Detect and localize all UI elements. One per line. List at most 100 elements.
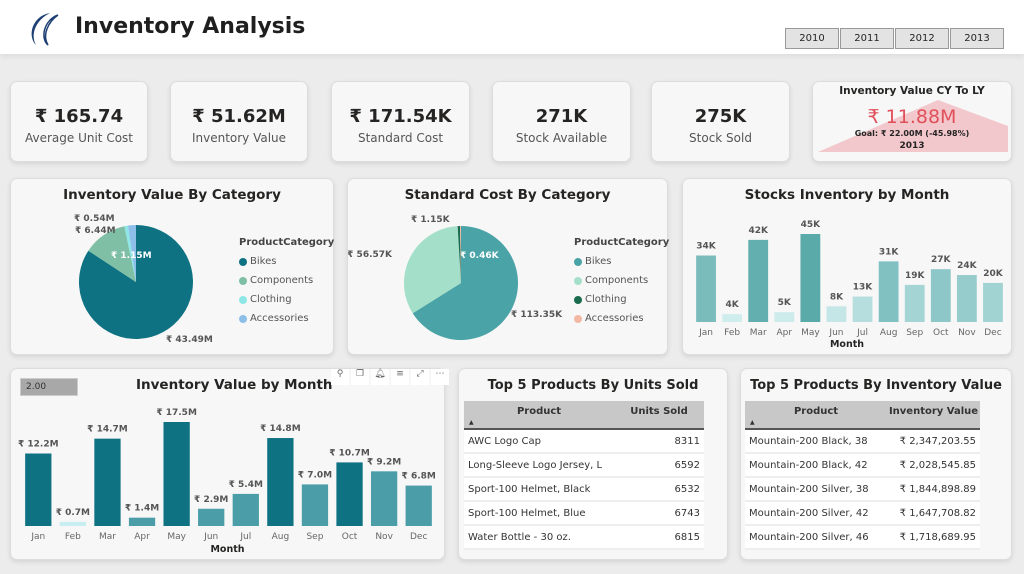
table-row[interactable]: Sport-100 Helmet, Blue 6743 <box>464 501 704 526</box>
table-row[interactable]: Mountain-200 Silver, 46 ₹ 1,718,689.95 <box>745 525 980 550</box>
chart-title: Standard Cost By Category <box>404 187 611 203</box>
pie-slice-accessories <box>460 226 461 283</box>
bar-jul <box>852 296 873 322</box>
kpi-label: Inventory Value <box>191 131 287 145</box>
goal-value: ₹ 11.88M <box>867 106 957 128</box>
slicer-input[interactable]: 2.00 <box>20 378 78 396</box>
legend-item-clothing[interactable]: Clothing <box>574 294 669 305</box>
bar-sep <box>904 284 925 322</box>
legend-item-components[interactable]: Components <box>239 275 334 286</box>
kpi-stock-sold: 275K Stock Sold <box>651 81 790 162</box>
bar-data-label: 31K <box>879 247 900 257</box>
x-tick-label: May <box>801 328 820 338</box>
table-row[interactable]: Mountain-200 Black, 38 ₹ 2,347,203.55 <box>745 429 980 454</box>
bell-icon[interactable]: 🔔︎ <box>371 369 389 385</box>
column-header-product[interactable]: ▲ Product <box>745 401 887 430</box>
x-tick-label: Mar <box>750 328 767 338</box>
year-button-2010[interactable]: 2010 <box>785 28 839 49</box>
bar-jul <box>232 493 259 526</box>
value-cell: 6532 <box>614 477 704 502</box>
kpi-average-unit-cost: ₹ 165.74 Average Unit Cost <box>10 81 148 162</box>
chart-title: Inventory Value by Month <box>136 377 333 393</box>
bar-data-label: ₹ 7.0M <box>298 470 332 480</box>
column-header-product[interactable]: ▲ Product <box>464 401 614 430</box>
product-cell: Long-Sleeve Logo Jersey, L <box>464 453 614 478</box>
table-row[interactable]: Water Bottle - 30 oz. 6815 <box>464 525 704 550</box>
legend-label: Accessories <box>250 313 309 324</box>
table-title: Top 5 Products By Units Sold <box>487 378 699 393</box>
bar-dec <box>983 282 1003 322</box>
table-title: Top 5 Products By Inventory Value <box>750 378 1002 393</box>
kpi-goal-card: Inventory Value CY To LY ₹ 11.88M Goal: … <box>812 81 1012 162</box>
x-tick-label: Jun <box>203 532 218 542</box>
legend-item-accessories[interactable]: Accessories <box>239 313 334 324</box>
top-units-card: Top 5 Products By Units Sold ▲ Product Uni… <box>458 368 728 560</box>
table-row[interactable]: AWC Logo Cap 8311 <box>464 429 704 454</box>
pin-icon[interactable]: ⚲ <box>331 369 349 385</box>
bar-sep <box>301 484 329 526</box>
year-button-2013[interactable]: 2013 <box>950 28 1004 49</box>
legend-title: ProductCategory <box>574 237 670 248</box>
bar-data-label: 20K <box>983 269 1004 279</box>
x-tick-label: Jan <box>30 532 45 542</box>
column-header-units-sold[interactable]: Units Sold <box>614 401 704 430</box>
bar-data-label: ₹ 5.4M <box>229 480 263 490</box>
bar-apr <box>774 312 795 322</box>
more-icon[interactable]: ⋯ <box>431 369 449 385</box>
bar-oct <box>336 462 363 526</box>
product-cell: Mountain-200 Silver, 46 <box>745 525 887 550</box>
top-value-card: Top 5 Products By Inventory Value ▲ Produ… <box>740 368 1012 560</box>
bar-data-label: 8K <box>830 292 844 302</box>
pie-slice-clothing <box>457 226 461 283</box>
expand-icon[interactable]: ⤢ <box>411 369 429 385</box>
bar-mar <box>748 239 769 322</box>
filter-icon[interactable]: ≡ <box>391 369 409 385</box>
bar-data-label: ₹ 12.2M <box>18 439 59 449</box>
bar-jun <box>198 508 225 526</box>
copy-icon[interactable]: ❐ <box>351 369 369 385</box>
x-tick-label: Oct <box>342 532 358 542</box>
x-tick-label: Dec <box>984 328 1001 338</box>
legend-label: Bikes <box>250 256 277 267</box>
table-row[interactable]: Mountain-200 Black, 42 ₹ 2,028,545.85 <box>745 453 980 478</box>
bar-data-label: ₹ 2.9M <box>194 495 228 505</box>
table-row[interactable]: Long-Sleeve Logo Jersey, L 6592 <box>464 453 704 478</box>
bar-data-label: ₹ 14.8M <box>260 424 301 434</box>
year-button-2011[interactable]: 2011 <box>840 28 894 49</box>
table-row[interactable]: Sport-100 Helmet, Black 6532 <box>464 477 704 502</box>
kpi-value: ₹ 51.62M <box>192 106 286 127</box>
sort-asc-icon[interactable]: ▲ <box>469 419 474 426</box>
legend: ProductCategory Bikes Components Clothin… <box>574 237 669 324</box>
pie-slice-accessories <box>128 225 136 282</box>
sort-asc-icon[interactable]: ▲ <box>750 419 755 426</box>
inventory-by-month-card: 2.00 Inventory Value by Month ⚲ ❐ 🔔︎ ≡ ⤢… <box>10 368 449 560</box>
legend-item-bikes[interactable]: Bikes <box>574 256 669 267</box>
kpi-value: 275K <box>694 106 747 127</box>
legend-label: Clothing <box>585 294 627 305</box>
x-tick-label: Aug <box>272 532 290 542</box>
bar-data-label: ₹ 9.2M <box>367 457 401 467</box>
x-tick-label: Mar <box>99 532 116 542</box>
legend-item-clothing[interactable]: Clothing <box>239 294 334 305</box>
year-button-2012[interactable]: 2012 <box>895 28 949 49</box>
legend-item-accessories[interactable]: Accessories <box>574 313 669 324</box>
legend-item-bikes[interactable]: Bikes <box>239 256 334 267</box>
bar-aug <box>267 438 294 526</box>
table-row[interactable]: Mountain-200 Silver, 42 ₹ 1,647,708.82 <box>745 501 980 526</box>
bar-oct <box>930 269 951 322</box>
value-cell: ₹ 2,028,545.85 <box>887 453 980 478</box>
x-tick-label: Dec <box>410 532 427 542</box>
x-tick-label: Nov <box>958 328 976 338</box>
column-header-inventory-value[interactable]: Inventory Value <box>887 401 980 430</box>
legend-title: ProductCategory <box>239 237 335 248</box>
legend-label: Bikes <box>585 256 612 267</box>
table-row[interactable]: Mountain-200 Silver, 38 ₹ 1,844,898.89 <box>745 477 980 502</box>
bar-nov <box>370 471 398 526</box>
bar-jun <box>826 306 847 322</box>
bar-data-label: 42K <box>748 226 769 236</box>
header-bar: Inventory Analysis 2010 2011 2012 2013 <box>0 0 1024 54</box>
goal-title: Inventory Value CY To LY <box>839 85 985 97</box>
bar-data-label: 24K <box>957 261 978 271</box>
pie-chart: ₹ 113.35K ₹ 56.57K ₹ 1.15K ₹ 0.46K <box>348 215 563 340</box>
legend-item-components[interactable]: Components <box>574 275 669 286</box>
